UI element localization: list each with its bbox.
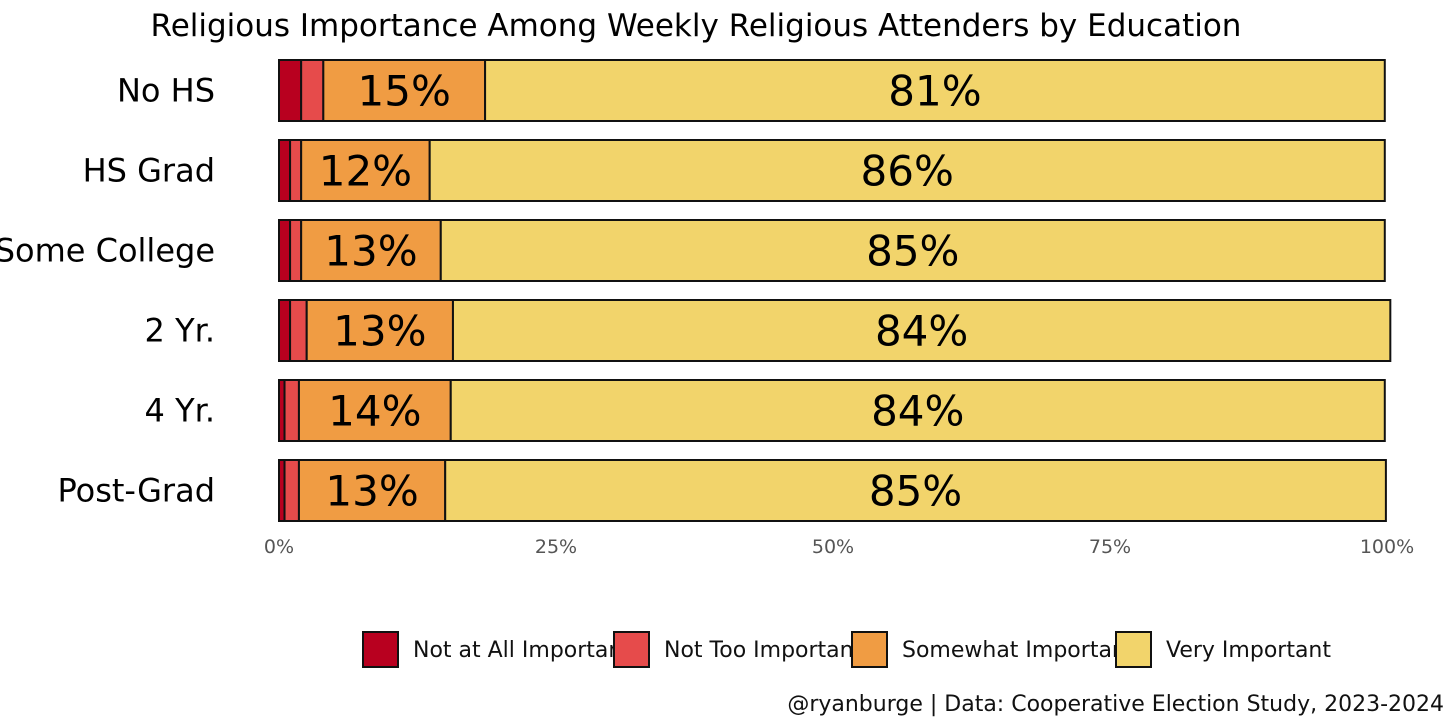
bar-4-yr-somewhat-important: [297, 379, 452, 442]
bar-some-college-very-important: [439, 219, 1386, 282]
legend-swatch-not-at-all-important: [362, 631, 399, 668]
data-label-4-yr-somewhat-important: 14%: [328, 387, 421, 436]
data-label-some-college-very-important: 85%: [866, 227, 959, 276]
category-label-no-hs: No HS: [117, 72, 215, 110]
legend-swatch-somewhat-important: [851, 631, 888, 668]
bar-post-grad-somewhat-important: [297, 459, 447, 522]
caption: @ryanburge | Data: Cooperative Election …: [787, 692, 1444, 717]
data-label-2-yr-somewhat-important: 13%: [333, 307, 426, 356]
bar-4-yr-very-important: [449, 379, 1386, 442]
bar-some-college-not-too-important: [289, 219, 303, 282]
chart-title: Religious Importance Among Weekly Religi…: [151, 8, 1242, 44]
bar-no-hs-not-too-important: [300, 59, 325, 122]
bar-no-hs-not-at-all-important: [278, 59, 303, 122]
bar-2-yr-not-at-all-important: [278, 299, 292, 362]
legend-label-somewhat-important: Somewhat Important: [902, 638, 1135, 663]
category-label-2-yr: 2 Yr.: [145, 312, 215, 350]
data-label-4-yr-very-important: 84%: [871, 387, 964, 436]
bar-no-hs-somewhat-important: [322, 59, 487, 122]
bar-hs-grad-somewhat-important: [300, 139, 431, 202]
data-label-2-yr-very-important: 84%: [875, 307, 968, 356]
data-label-no-hs-very-important: 81%: [888, 67, 981, 116]
bar-2-yr-somewhat-important: [305, 299, 454, 362]
bar-some-college-somewhat-important: [300, 219, 442, 282]
bar-some-college-not-at-all-important: [278, 219, 292, 282]
bar-hs-grad-very-important: [428, 139, 1386, 202]
data-label-post-grad-very-important: 85%: [869, 467, 962, 516]
bar-hs-grad-not-at-all-important: [278, 139, 292, 202]
legend-label-not-too-important: Not Too Important: [664, 638, 863, 663]
x-tick-label: 0%: [264, 536, 294, 558]
category-label-post-grad: Post-Grad: [57, 472, 215, 510]
legend: Not at All Important Not Too Important Som…: [362, 631, 1331, 668]
bar-2-yr-not-too-important: [289, 299, 308, 362]
data-label-some-college-somewhat-important: 13%: [324, 227, 417, 276]
bar-hs-grad-not-too-important: [289, 139, 303, 202]
data-label-post-grad-somewhat-important: 13%: [325, 467, 418, 516]
data-label-no-hs-somewhat-important: 15%: [358, 67, 451, 116]
bar-2-yr-very-important: [451, 299, 1392, 362]
bars-group: 15% 81% 12% 86% 13% 85% 13% 84% 14% 84% 13% 85%: [278, 59, 1392, 522]
x-tick-label: 50%: [812, 536, 854, 558]
data-label-hs-grad-very-important: 86%: [861, 147, 954, 196]
bar-4-yr-not-too-important: [283, 379, 300, 442]
x-tick-label: 100%: [1360, 536, 1414, 558]
data-label-hs-grad-somewhat-important: 12%: [319, 147, 412, 196]
category-labels: No HS HS Grad Some College 2 Yr. 4 Yr. Post-G…: [0, 72, 215, 510]
x-tick-label: 25%: [535, 536, 577, 558]
legend-label-not-at-all-important: Not at All Important: [413, 638, 631, 663]
bar-no-hs-very-important: [484, 59, 1386, 122]
bar-post-grad-very-important: [444, 459, 1387, 522]
legend-swatch-not-too-important: [613, 631, 650, 668]
legend-label-very-important: Very Important: [1166, 638, 1331, 663]
category-label-some-college: Some College: [0, 232, 215, 270]
bar-post-grad-not-too-important: [283, 459, 300, 522]
legend-swatch-very-important: [1115, 631, 1152, 668]
category-label-hs-grad: HS Grad: [83, 152, 215, 190]
category-label-4-yr: 4 Yr.: [145, 392, 215, 430]
x-tick-label: 75%: [1089, 536, 1131, 558]
x-axis-ticks: 0% 25% 50% 75% 100%: [264, 536, 1414, 558]
